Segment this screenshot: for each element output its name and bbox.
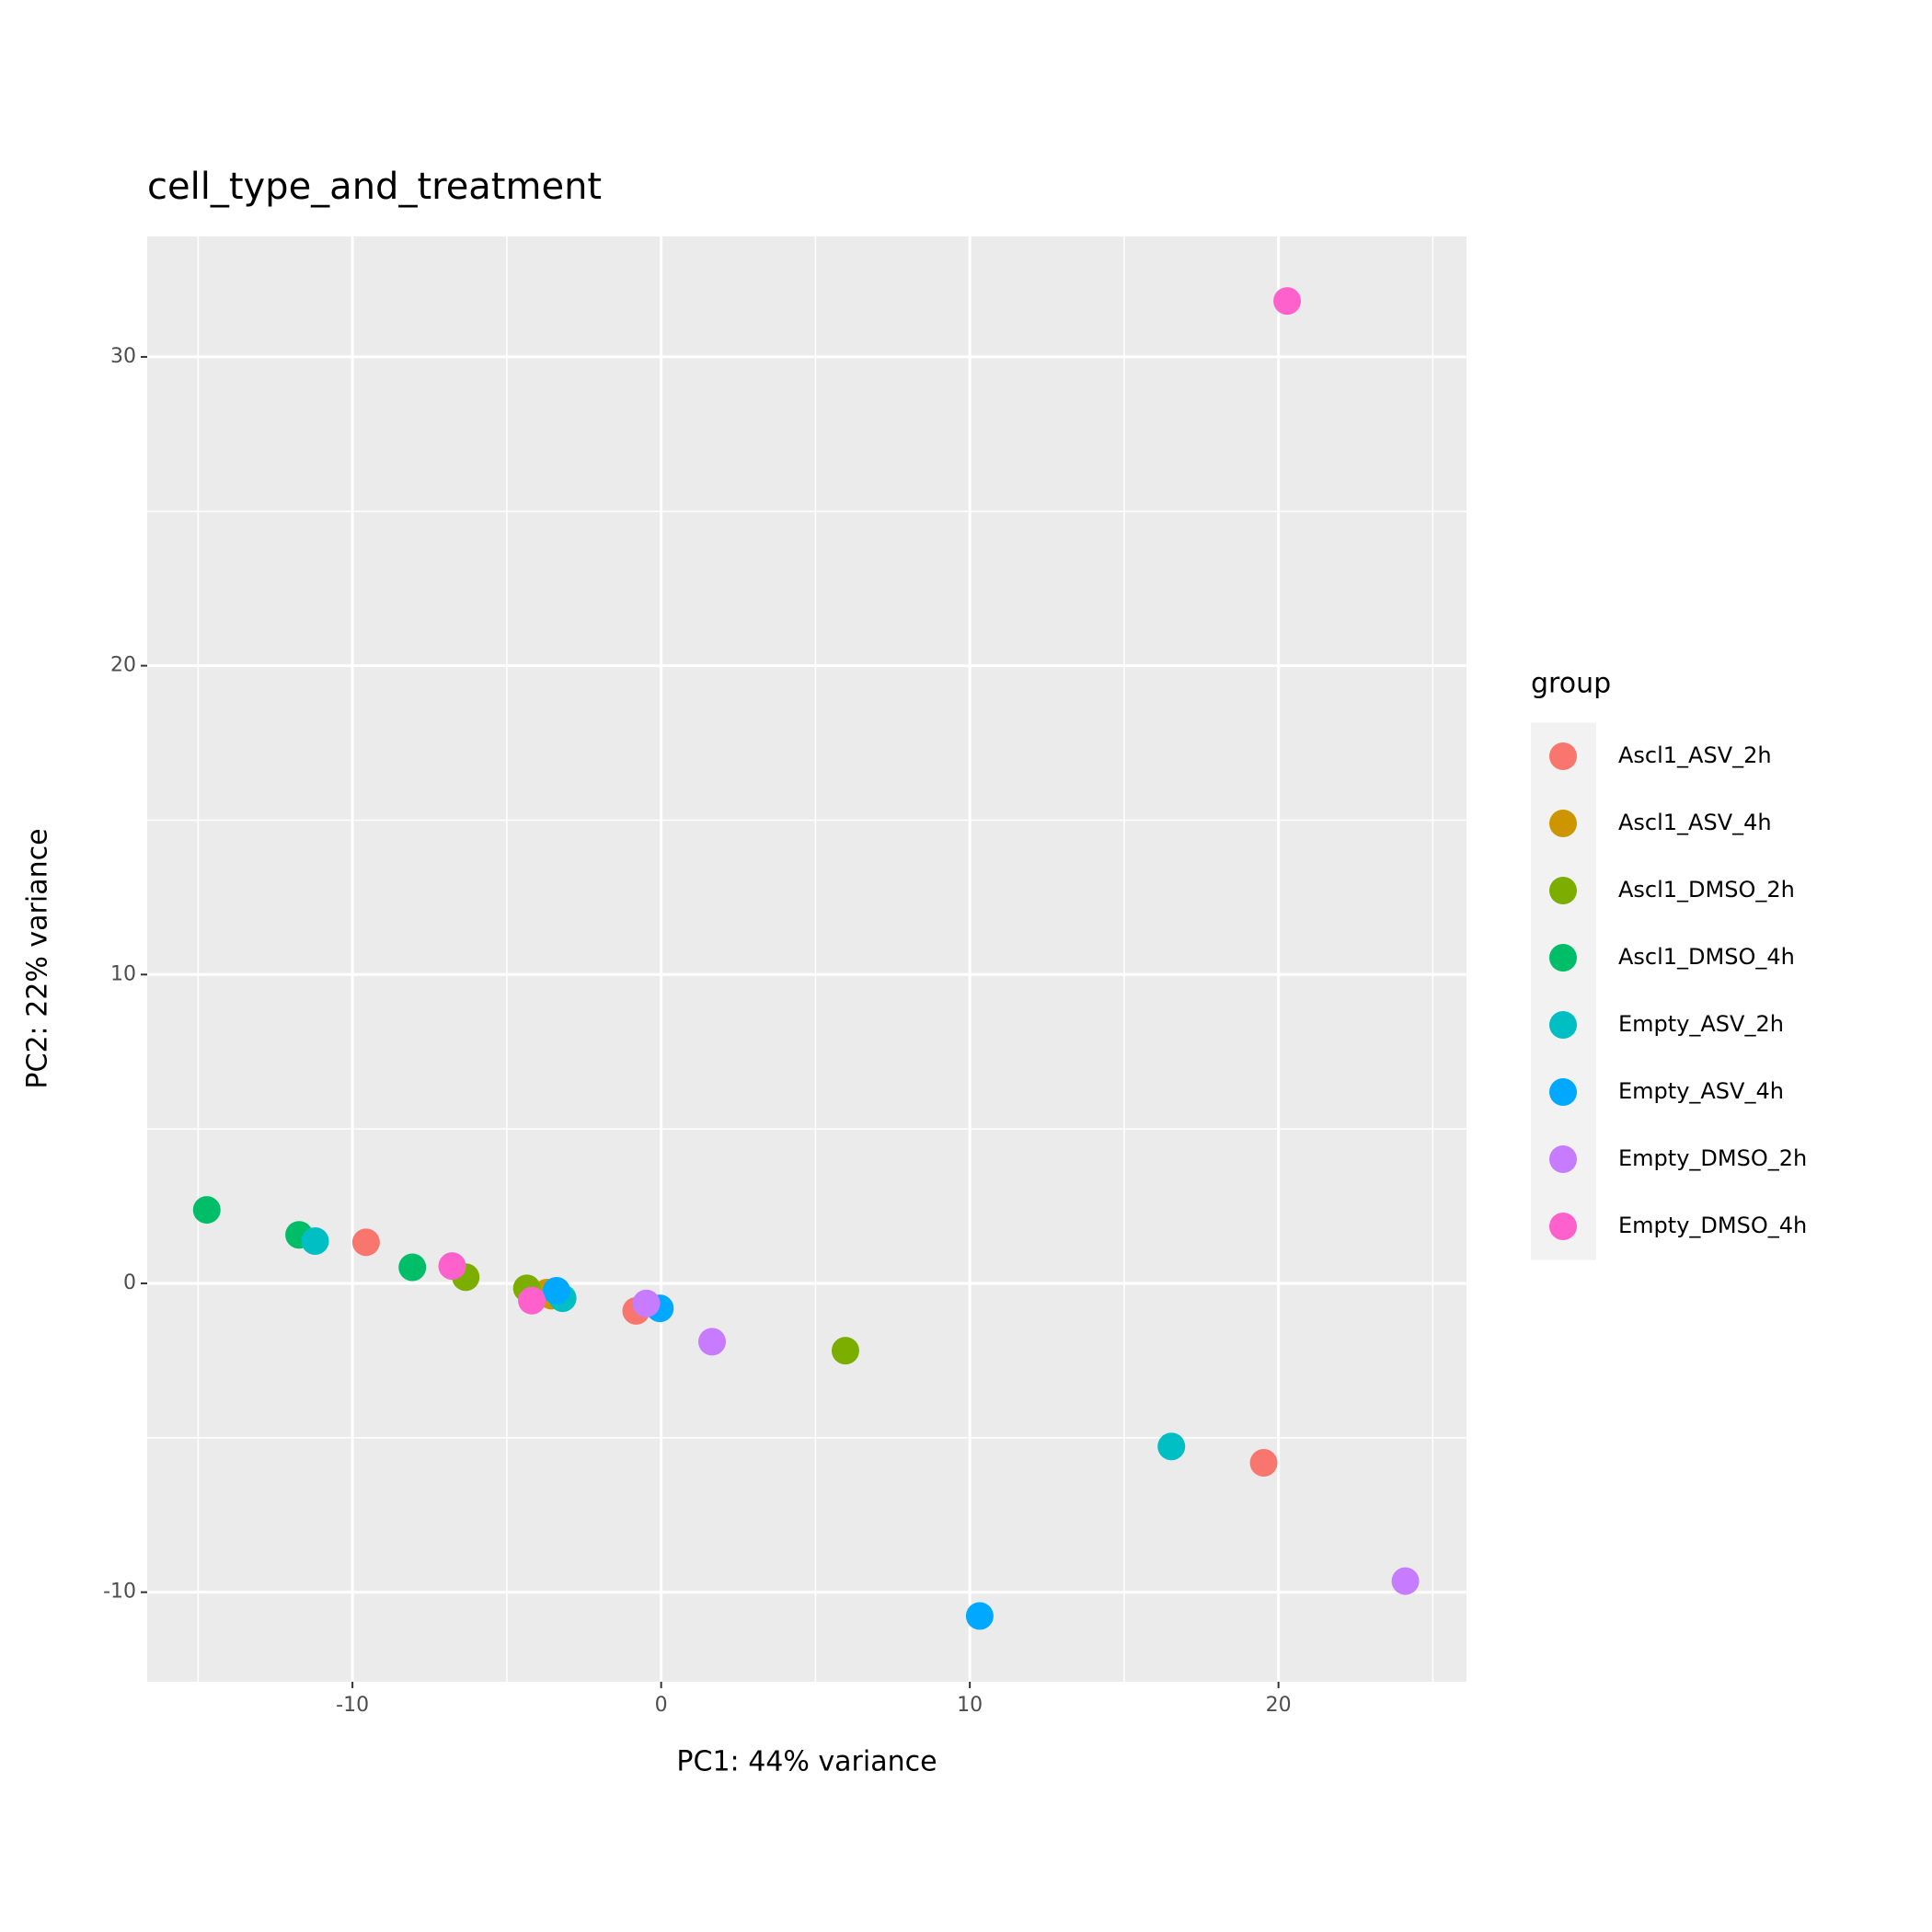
point [1157,1432,1186,1461]
legend-label: Ascl1_ASV_4h [1618,810,1772,835]
legend-swatch [1549,1078,1577,1106]
y-axis-label: PC2: 22% variance [22,828,54,1088]
legend-label: Empty_DMSO_4h [1618,1213,1807,1238]
x-tick-label: 10 [957,1694,983,1717]
legend-swatch [1549,742,1577,770]
y-tick-label: 20 [110,654,136,677]
point [301,1226,329,1255]
point [398,1253,427,1282]
chart-title: cell_type_and_treatment [147,166,602,208]
point [542,1277,570,1305]
x-tick-label: 20 [1266,1694,1292,1717]
legend-swatch [1549,1011,1577,1039]
point [965,1602,994,1630]
legend-label: Ascl1_DMSO_4h [1618,944,1795,970]
point [351,1228,380,1257]
point [632,1289,661,1317]
x-axis-label: PC1: 44% variance [676,1746,937,1778]
legend-swatch [1549,810,1577,837]
y-tick-label: -10 [103,1581,136,1604]
point [518,1286,546,1315]
point [1391,1567,1420,1595]
point [1273,287,1302,316]
legend-label: Empty_DMSO_2h [1618,1145,1807,1171]
panel [147,236,1466,1682]
legend-swatch [1549,944,1577,972]
point [831,1337,859,1365]
legend-label: Ascl1_ASV_2h [1618,742,1772,768]
y-tick-label: 0 [123,1271,136,1294]
y-tick-label: 10 [110,962,136,985]
point [438,1252,466,1281]
x-tick-label: 0 [655,1694,668,1717]
y-tick-label: 30 [110,345,136,368]
legend-label: Empty_ASV_4h [1618,1078,1784,1104]
legend-swatch [1549,1145,1577,1173]
legend-swatch [1549,1213,1577,1240]
legend-title: group [1531,668,1611,700]
legend-label: Empty_ASV_2h [1618,1011,1784,1037]
x-tick-label: -10 [336,1694,369,1717]
point [192,1196,221,1225]
legend-swatch [1549,877,1577,904]
point [1249,1449,1278,1478]
point [697,1328,726,1356]
legend-label: Ascl1_DMSO_2h [1618,877,1795,903]
